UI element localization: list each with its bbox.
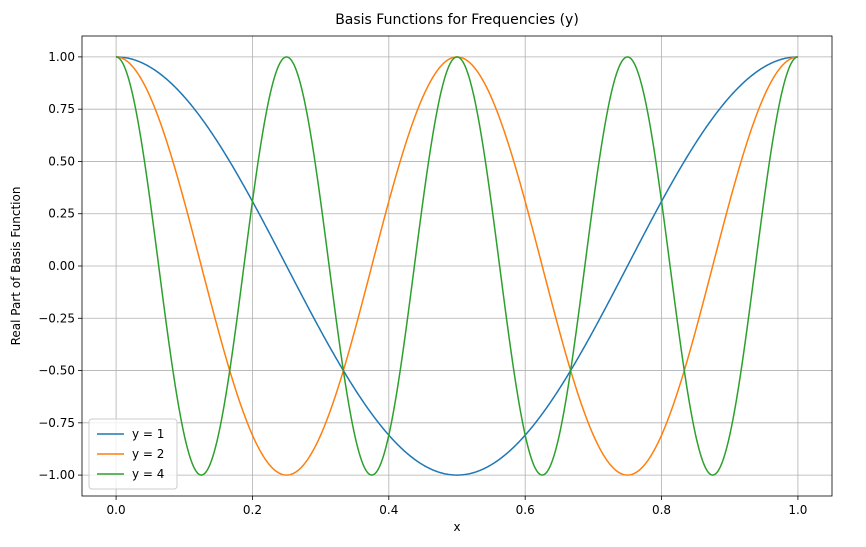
y-tick-label: −1.00: [38, 468, 75, 482]
y-tick-label: 0.50: [48, 154, 75, 168]
x-tick-label: 0.4: [379, 503, 398, 517]
x-tick-label: 0.2: [243, 503, 262, 517]
legend: y = 1 y = 2 y = 4: [88, 418, 178, 490]
ticks: 0.0 0.2 0.4 0.6 0.8 1.0 1.00 0.75 0.50 0.25 0.00 −0…: [38, 50, 807, 517]
y-tick-label: −0.50: [38, 364, 75, 378]
y-tick-label: −0.75: [38, 416, 75, 430]
legend-label: y = 4: [132, 467, 164, 481]
x-tick-label: 1.0: [788, 503, 807, 517]
x-tick-label: 0.8: [652, 503, 671, 517]
y-tick-label: 0.25: [48, 207, 75, 221]
x-tick-label: 0.0: [107, 503, 126, 517]
x-axis-label: x: [453, 520, 460, 534]
y-tick-label: 1.00: [48, 50, 75, 64]
y-tick-label: 0.75: [48, 102, 75, 116]
series-line: [115, 56, 799, 476]
y-tick-label: 0.00: [48, 259, 75, 273]
legend-label: y = 2: [132, 447, 164, 461]
legend-label: y = 1: [132, 427, 164, 441]
chart-title: Basis Functions for Frequencies (y): [335, 12, 579, 28]
y-axis-label: Real Part of Basis Function: [9, 187, 23, 346]
plot-lines: [115, 56, 799, 476]
x-tick-label: 0.6: [516, 503, 535, 517]
grid: [82, 36, 832, 496]
legend-box: [88, 418, 178, 490]
y-tick-label: −0.25: [38, 311, 75, 325]
series-line: [116, 56, 798, 476]
